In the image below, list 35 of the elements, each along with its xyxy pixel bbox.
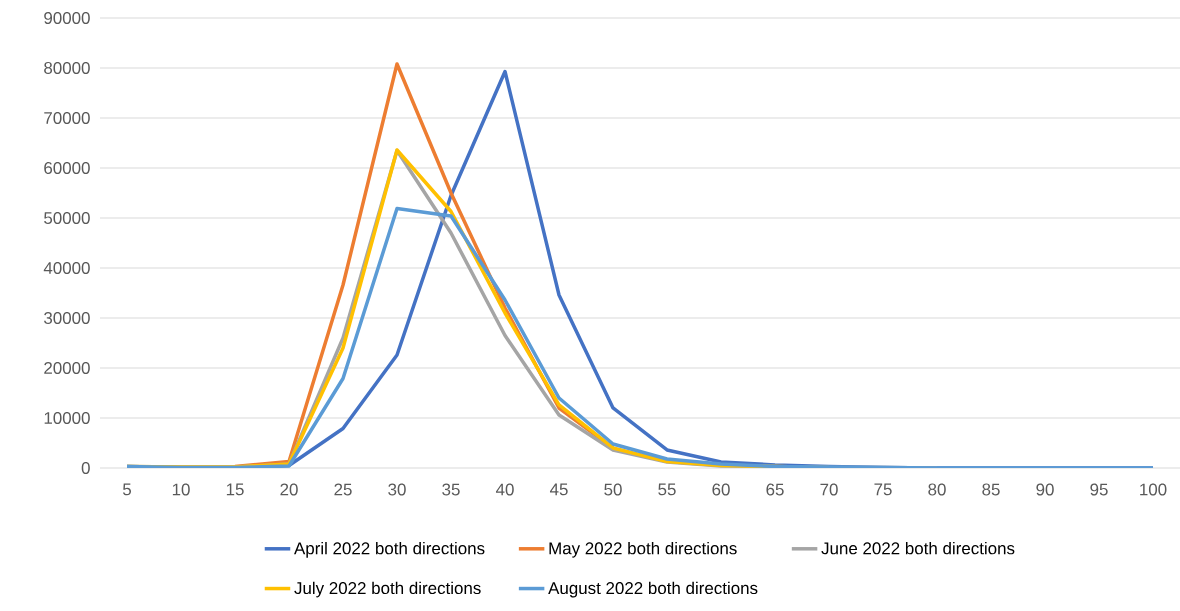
x-tick-label: 85 <box>982 483 1000 496</box>
x-tick-label: 55 <box>658 483 676 496</box>
x-tick-label: 75 <box>874 483 892 496</box>
x-tick-label: 70 <box>820 483 838 496</box>
y-tick-label: 0 <box>81 461 90 474</box>
x-tick-label: 5 <box>122 483 131 496</box>
legend-label: August 2022 both directions <box>548 581 758 598</box>
x-tick-label: 15 <box>226 483 244 496</box>
legend-label: May 2022 both directions <box>549 541 737 558</box>
x-tick-label: 35 <box>442 483 460 496</box>
x-tick-label: 10 <box>172 483 190 496</box>
legend-label: April 2022 both directions <box>294 541 485 558</box>
legend-label: July 2022 both directions <box>294 581 481 598</box>
y-tick-label: 80000 <box>44 62 90 74</box>
x-tick-label: 100 <box>1140 483 1167 496</box>
x-tick-label: 50 <box>604 483 622 496</box>
x-tick-label: 80 <box>928 483 946 496</box>
x-tick-label: 90 <box>1036 483 1054 496</box>
x-tick-label: 65 <box>766 483 784 496</box>
y-tick-label: 60000 <box>44 161 90 174</box>
y-tick-label: 40000 <box>43 261 90 274</box>
x-tick-label: 30 <box>388 483 406 496</box>
y-tick-label: 30000 <box>44 311 90 324</box>
x-tick-label: 45 <box>549 483 568 496</box>
x-tick-label: 20 <box>280 483 298 496</box>
y-tick-label: 50000 <box>44 211 90 224</box>
y-tick-label: 70000 <box>44 112 90 124</box>
x-tick-label: 60 <box>712 483 730 496</box>
y-tick-label: 10000 <box>44 411 90 424</box>
y-tick-label: 90000 <box>44 12 90 24</box>
x-tick-label: 25 <box>334 483 352 496</box>
y-tick-label: 20000 <box>44 361 90 374</box>
x-tick-label: 95 <box>1090 483 1108 496</box>
x-tick-label: 40 <box>495 483 514 496</box>
legend-label: June 2022 both directions <box>821 541 1015 555</box>
